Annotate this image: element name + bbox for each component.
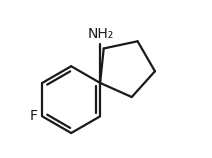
Text: F: F: [29, 109, 37, 123]
Text: NH₂: NH₂: [88, 27, 114, 41]
